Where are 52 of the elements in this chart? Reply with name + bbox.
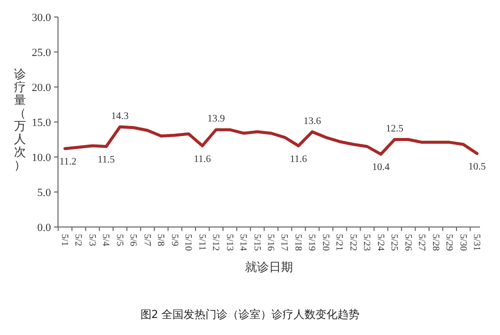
x-tick-label: 5/17 bbox=[278, 234, 289, 252]
caption: 图2 全国发热门诊（诊室）诊疗人数变化趋势 bbox=[140, 308, 360, 321]
x-tick-label: 5/14 bbox=[238, 234, 248, 252]
x-tick-label: 5/3 bbox=[86, 234, 96, 246]
x-tick-label: 5/28 bbox=[430, 234, 440, 252]
data-label: 13.6 bbox=[303, 116, 321, 127]
x-tick-label: 5/15 bbox=[251, 234, 262, 252]
x-tick-label: 5/11 bbox=[196, 234, 206, 251]
y-tick-label: 5.0 bbox=[37, 186, 52, 199]
y-tick-label: 0.0 bbox=[37, 222, 52, 234]
y-axis-title: 诊疗量（万人次） bbox=[14, 67, 26, 172]
x-tick-label: 5/23 bbox=[361, 234, 372, 252]
x-tick-label: 5/9 bbox=[168, 234, 179, 246]
x-tick-label: 5/4 bbox=[100, 234, 110, 246]
x-tick-label: 5/6 bbox=[128, 234, 138, 246]
y-tick-label: 10.0 bbox=[32, 152, 52, 164]
y-tick-label: 30.0 bbox=[32, 12, 52, 24]
x-tick-label: 5/31 bbox=[471, 234, 481, 252]
x-tick-label: 5/27 bbox=[416, 234, 426, 252]
x-tick-label: 5/25 bbox=[388, 234, 399, 252]
data-label: 14.3 bbox=[111, 110, 129, 122]
data-label: 10.5 bbox=[468, 162, 486, 172]
y-tick-label: 15.0 bbox=[32, 116, 52, 129]
data-label: 10.4 bbox=[372, 162, 390, 174]
y-tick-label: 25.0 bbox=[32, 46, 52, 59]
x-tick-label: 5/13 bbox=[224, 234, 234, 252]
x-tick-label: 5/1 bbox=[59, 234, 69, 246]
x-tick-label: 5/30 bbox=[457, 234, 468, 252]
x-tick-label: 5/26 bbox=[402, 234, 412, 252]
data-label: 13.9 bbox=[207, 114, 225, 125]
x-tick-label: 5/16 bbox=[265, 234, 275, 252]
x-tick-label: 5/10 bbox=[182, 234, 193, 252]
x-tick-label: 5/8 bbox=[155, 234, 166, 246]
x-tick-label: 5/21 bbox=[334, 234, 344, 252]
data-label: 11.5 bbox=[98, 154, 115, 166]
x-tick-label: 5/2 bbox=[72, 234, 83, 246]
x-tick-label: 5/12 bbox=[210, 234, 220, 252]
data-label: 11.2 bbox=[59, 156, 77, 168]
x-tick-label: 5/19 bbox=[306, 234, 316, 252]
data-label: 12.5 bbox=[386, 124, 404, 134]
x-tick-label: 5/7 bbox=[141, 234, 152, 246]
line-series bbox=[64, 125, 478, 156]
data-label: 11.6 bbox=[194, 154, 211, 165]
x-tick-label: 5/29 bbox=[444, 234, 454, 252]
x-tick-label: 5/18 bbox=[292, 234, 302, 252]
x-tick-label: 5/22 bbox=[347, 234, 358, 252]
x-tick-label: 5/20 bbox=[320, 234, 330, 252]
x-tick-label: 5/5 bbox=[114, 234, 124, 246]
y-tick-label: 20.0 bbox=[32, 82, 52, 94]
data-label: 11.6 bbox=[290, 154, 308, 165]
x-tick-label: 5/24 bbox=[374, 234, 385, 252]
x-axis-title: 就诊日期 bbox=[245, 260, 293, 274]
